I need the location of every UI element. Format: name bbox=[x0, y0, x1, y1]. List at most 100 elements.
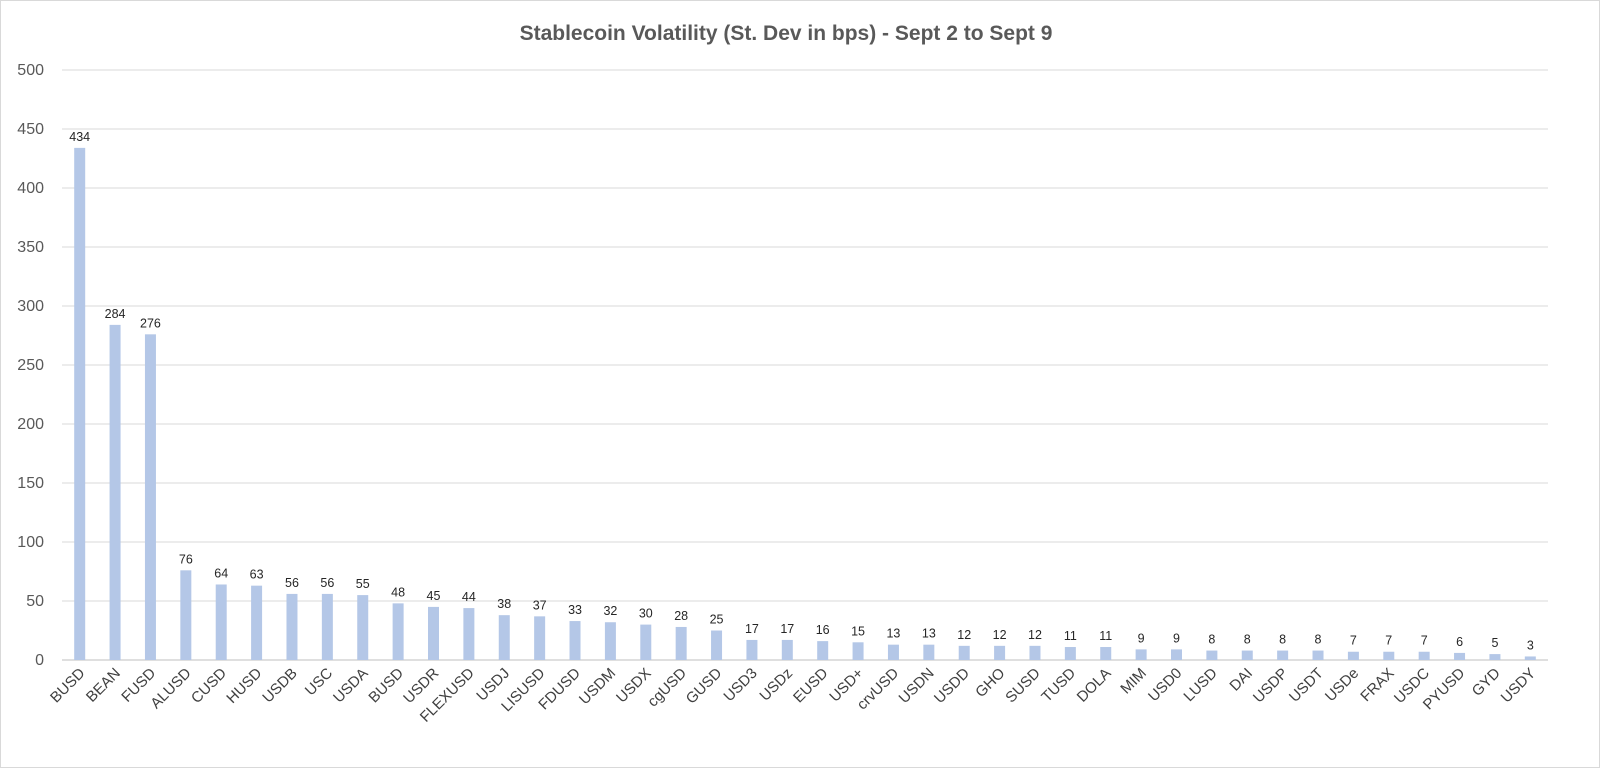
x-tick-label: FRAX bbox=[1357, 665, 1397, 705]
data-label: 56 bbox=[320, 576, 334, 590]
data-label: 16 bbox=[816, 623, 830, 637]
bar bbox=[569, 621, 581, 660]
data-label: 63 bbox=[250, 568, 264, 582]
data-label: 15 bbox=[851, 624, 865, 638]
data-label: 284 bbox=[105, 307, 126, 321]
bar bbox=[74, 147, 86, 660]
bar bbox=[1100, 647, 1112, 660]
data-label: 45 bbox=[427, 589, 441, 603]
data-label: 6 bbox=[1456, 635, 1463, 649]
data-label: 11 bbox=[1064, 629, 1077, 643]
data-label: 44 bbox=[462, 590, 476, 604]
x-tick-label: USDB bbox=[259, 665, 300, 706]
bar bbox=[852, 642, 864, 660]
x-tick-label: USDP bbox=[1250, 665, 1291, 706]
x-tick-label: USDY bbox=[1498, 665, 1539, 706]
bar bbox=[321, 593, 333, 660]
x-tick-label: USDA bbox=[330, 665, 371, 706]
bar bbox=[958, 645, 970, 660]
bar bbox=[1454, 652, 1466, 660]
x-tick-label: SUSD bbox=[1002, 665, 1044, 707]
bar bbox=[923, 644, 935, 660]
bar bbox=[711, 630, 723, 660]
data-label: 38 bbox=[497, 597, 511, 611]
data-label: 28 bbox=[674, 609, 688, 623]
data-label: 32 bbox=[603, 604, 617, 618]
data-label: 64 bbox=[214, 566, 228, 580]
bar bbox=[1206, 650, 1218, 660]
y-tick-label: 100 bbox=[17, 534, 44, 551]
data-label: 9 bbox=[1173, 631, 1180, 645]
bar bbox=[1029, 645, 1041, 660]
x-tick-label: BEAN bbox=[83, 665, 124, 706]
bar bbox=[1135, 649, 1147, 660]
data-label: 30 bbox=[639, 607, 653, 621]
x-tick-label: USDe bbox=[1322, 665, 1362, 705]
data-label: 17 bbox=[745, 622, 759, 636]
bar bbox=[144, 334, 156, 660]
bar bbox=[215, 584, 227, 660]
x-tick-label: USDD bbox=[931, 665, 973, 707]
bar bbox=[1312, 650, 1324, 660]
data-label: 48 bbox=[391, 585, 405, 599]
data-label: 7 bbox=[1350, 634, 1357, 648]
data-label: 55 bbox=[356, 577, 370, 591]
bar bbox=[357, 595, 369, 660]
bar bbox=[746, 639, 758, 660]
data-label: 56 bbox=[285, 576, 299, 590]
bar bbox=[1489, 654, 1501, 660]
data-label: 8 bbox=[1208, 633, 1215, 647]
bar bbox=[428, 606, 439, 660]
x-tick-label: USDN bbox=[896, 665, 938, 707]
y-tick-label: 200 bbox=[17, 416, 44, 433]
x-tick-label: USD0 bbox=[1145, 665, 1185, 705]
x-tick-label: LUSD bbox=[1180, 665, 1220, 705]
data-label: 8 bbox=[1315, 633, 1322, 647]
x-tick-label: ALUSD bbox=[147, 665, 195, 713]
x-tick-label: cgUSD bbox=[644, 665, 690, 711]
y-tick-label: 0 bbox=[35, 652, 44, 669]
bar bbox=[1241, 650, 1253, 660]
data-label: 8 bbox=[1279, 633, 1286, 647]
data-label: 33 bbox=[568, 603, 582, 617]
bar bbox=[817, 641, 829, 660]
y-axis-ticks: 0 50 100 150 200 250 300 350 400 450 500 bbox=[17, 62, 44, 669]
data-label: 7 bbox=[1421, 634, 1428, 648]
bar bbox=[463, 608, 475, 660]
bar bbox=[1347, 651, 1359, 660]
x-tick-label: EUSD bbox=[790, 665, 832, 707]
data-label: 25 bbox=[710, 613, 724, 627]
x-tick-label: BUSD bbox=[47, 665, 89, 707]
x-tick-label: BUSD bbox=[365, 665, 407, 707]
data-label: 12 bbox=[957, 628, 971, 642]
bar bbox=[534, 616, 546, 660]
x-tick-label: USD3 bbox=[720, 665, 760, 705]
x-tick-label: USDT bbox=[1286, 665, 1327, 706]
y-tick-label: 250 bbox=[17, 357, 44, 374]
bar bbox=[1418, 651, 1430, 660]
x-tick-label: USDM bbox=[576, 665, 619, 708]
bar bbox=[640, 624, 652, 660]
bar bbox=[1524, 656, 1536, 660]
bar bbox=[1277, 650, 1289, 660]
y-tick-label: 350 bbox=[17, 239, 44, 256]
bar bbox=[675, 626, 687, 660]
chart-title: Stablecoin Volatility (St. Dev in bps) -… bbox=[520, 22, 1053, 45]
bars bbox=[74, 147, 1536, 660]
y-tick-label: 500 bbox=[17, 62, 44, 79]
bar bbox=[994, 645, 1006, 660]
bar bbox=[1383, 651, 1395, 660]
data-label: 13 bbox=[886, 627, 900, 641]
data-label: 276 bbox=[140, 316, 161, 330]
x-tick-label: CUSD bbox=[188, 665, 230, 707]
bar bbox=[1064, 647, 1076, 660]
bar bbox=[392, 603, 404, 660]
bar bbox=[604, 622, 616, 660]
data-label: 7 bbox=[1385, 634, 1392, 648]
data-label: 37 bbox=[533, 598, 547, 612]
bar bbox=[781, 639, 793, 660]
x-tick-label: HUSD bbox=[223, 665, 265, 707]
